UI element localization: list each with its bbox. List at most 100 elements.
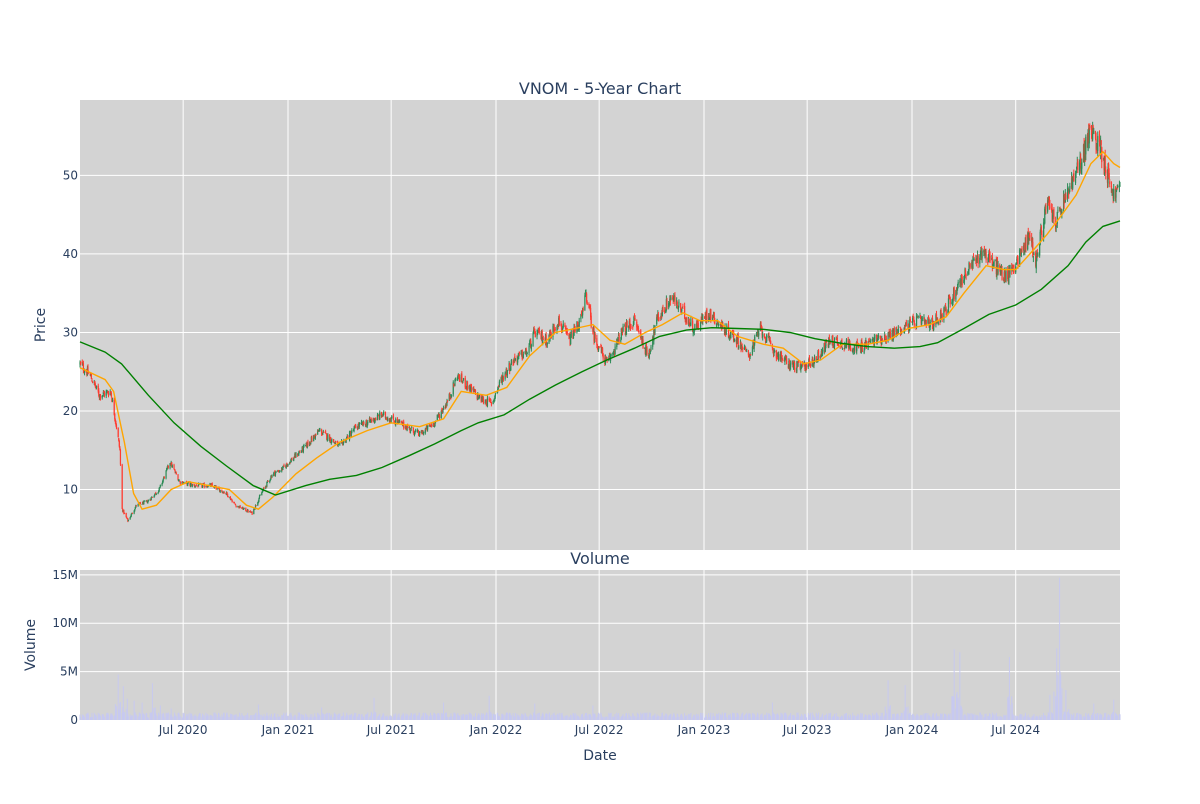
price-candle-body xyxy=(612,352,614,354)
volume-bar xyxy=(506,712,508,720)
volume-bar xyxy=(1017,716,1019,720)
volume-bar xyxy=(261,716,263,720)
price-candle-body xyxy=(321,429,323,435)
volume-bar xyxy=(618,716,620,720)
volume-bar xyxy=(827,716,829,720)
volume-bar xyxy=(265,715,267,720)
price-candle-body xyxy=(614,346,616,355)
volume-bar xyxy=(165,712,167,720)
volume-bar xyxy=(661,712,663,720)
volume-bar xyxy=(349,715,351,720)
volume-bar xyxy=(907,706,909,720)
price-candle-body xyxy=(1111,189,1114,191)
price-candle-body xyxy=(582,307,584,316)
volume-bar xyxy=(96,716,98,720)
price-candle-body xyxy=(708,315,710,319)
price-candle-body xyxy=(572,334,575,339)
volume-bar xyxy=(159,716,161,720)
volume-bar xyxy=(969,713,971,720)
volume-bar xyxy=(826,713,828,720)
price-candle-body xyxy=(784,356,787,358)
volume-bar xyxy=(602,717,604,720)
volume-bar xyxy=(257,715,259,720)
price-candle-body xyxy=(415,430,417,432)
price-candle-body xyxy=(346,437,348,439)
volume-bar xyxy=(996,716,998,720)
volume-bar xyxy=(337,714,339,720)
volume-bar xyxy=(816,714,818,720)
volume-bar xyxy=(386,715,388,720)
price-candle-body xyxy=(769,337,771,342)
volume-bar xyxy=(496,712,498,720)
price-candle-body xyxy=(129,517,131,520)
volume-bar xyxy=(281,715,283,720)
volume-bar xyxy=(959,652,961,720)
volume-bar xyxy=(465,715,467,720)
volume-bar xyxy=(92,716,94,720)
volume-bar xyxy=(541,716,543,720)
price-candle-body xyxy=(770,341,772,345)
price-candle-body xyxy=(1004,280,1007,282)
volume-bar xyxy=(186,717,188,720)
price-candle-body xyxy=(1119,185,1121,187)
volume-bar xyxy=(187,713,189,720)
price-candle-body xyxy=(989,255,991,262)
price-candle-body xyxy=(681,308,683,312)
price-candle-body xyxy=(578,320,580,330)
volume-bar xyxy=(733,713,735,720)
volume-bar xyxy=(979,712,981,720)
volume-bar xyxy=(824,716,826,720)
volume-bar xyxy=(545,714,547,720)
long-moving-average-line xyxy=(79,220,1121,496)
volume-bar xyxy=(851,716,853,720)
volume-bar xyxy=(81,714,83,720)
price-candle-body xyxy=(275,471,277,473)
volume-bar xyxy=(782,714,784,720)
volume-bar xyxy=(1083,716,1085,720)
volume-bar xyxy=(389,717,391,720)
volume-bar xyxy=(718,712,720,720)
volume-bar xyxy=(398,716,400,720)
volume-bar xyxy=(648,712,650,720)
volume-bar xyxy=(191,713,193,720)
volume-bar xyxy=(427,715,429,720)
price-candle-body xyxy=(139,502,142,504)
volume-bar xyxy=(953,697,955,720)
price-candle-body xyxy=(399,420,401,422)
volume-bar xyxy=(349,714,351,720)
volume-bar xyxy=(758,717,760,720)
price-candle-body xyxy=(518,352,520,357)
price-candle-body xyxy=(661,308,663,317)
price-candle-body xyxy=(734,339,736,341)
price-candle-body xyxy=(249,510,251,513)
volume-bar xyxy=(755,716,757,720)
price-candle-body xyxy=(772,348,774,351)
volume-bar xyxy=(335,714,337,720)
volume-bar xyxy=(876,713,878,720)
price-candle-body xyxy=(568,334,570,337)
volume-bar xyxy=(706,717,708,720)
volume-bar xyxy=(900,716,902,720)
price-candle-body xyxy=(173,469,176,471)
price-candle-body xyxy=(114,419,116,422)
volume-bar xyxy=(1048,714,1050,720)
volume-bar xyxy=(1110,713,1112,720)
volume-bar xyxy=(1051,712,1053,720)
volume-bar xyxy=(698,716,700,720)
volume-bar xyxy=(119,703,121,720)
price-candle-body xyxy=(925,319,927,325)
price-candle-body xyxy=(286,463,288,465)
volume-bar xyxy=(95,714,97,720)
volume-bar xyxy=(572,713,574,720)
price-candle-body xyxy=(879,335,881,338)
volume-bar xyxy=(605,716,607,720)
volume-bar xyxy=(1015,715,1017,720)
volume-bar xyxy=(530,716,532,720)
price-candle-body xyxy=(388,418,391,422)
price-candle-body xyxy=(548,334,550,344)
price-candle-body xyxy=(596,338,598,346)
volume-bar xyxy=(732,713,734,720)
price-candle-body xyxy=(594,334,596,339)
volume-bar xyxy=(798,714,800,720)
volume-bar xyxy=(745,714,747,720)
